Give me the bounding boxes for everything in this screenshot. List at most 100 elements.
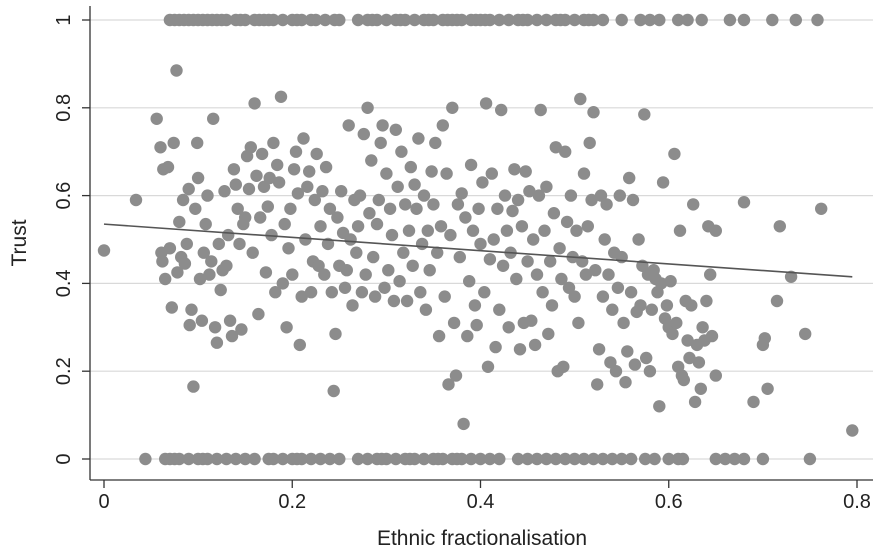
- data-point: [583, 136, 596, 150]
- data-point: [359, 268, 372, 281]
- data-point: [291, 187, 305, 200]
- data-point: [214, 283, 227, 297]
- data-point: [446, 101, 459, 115]
- data-point: [261, 200, 274, 213]
- data-point: [466, 224, 480, 237]
- data-point: [521, 452, 534, 466]
- data-point: [212, 237, 225, 251]
- data-point: [229, 452, 242, 466]
- data-point: [709, 369, 722, 382]
- data-point: [259, 266, 273, 279]
- data-point: [632, 233, 645, 246]
- data-point: [387, 294, 401, 308]
- data-point: [476, 176, 489, 189]
- x-axis-ticks: 0 0.2 0.4 0.6 0.8: [98, 480, 871, 513]
- data-point: [756, 452, 770, 466]
- data-point: [564, 189, 578, 202]
- data-point: [276, 277, 289, 290]
- data-point: [626, 193, 640, 207]
- data-point: [410, 202, 423, 215]
- data-point: [380, 13, 393, 27]
- trend-line-group: [103, 223, 853, 278]
- data-point: [176, 193, 190, 207]
- data-point: [560, 215, 574, 229]
- data-point: [705, 329, 719, 343]
- data-point: [479, 97, 493, 110]
- data-point: [248, 452, 261, 466]
- data-point: [687, 198, 700, 211]
- data-point: [640, 351, 653, 365]
- data-point: [549, 141, 562, 154]
- data-point: [319, 160, 333, 174]
- data-point: [502, 321, 515, 334]
- data-point: [187, 380, 200, 393]
- data-point: [165, 301, 178, 314]
- data-point: [195, 314, 209, 327]
- data-point: [250, 169, 263, 182]
- data-point: [400, 294, 414, 308]
- data-point: [276, 452, 289, 466]
- data-point: [193, 272, 207, 286]
- data-point: [495, 103, 508, 117]
- data-point: [468, 299, 482, 312]
- data-point: [676, 452, 690, 466]
- data-point: [231, 202, 244, 215]
- data-point: [464, 158, 478, 172]
- data-point: [363, 207, 376, 220]
- data-point: [346, 299, 359, 312]
- data-point: [766, 13, 779, 27]
- y-tick-label: 0.8: [53, 94, 75, 122]
- data-point: [286, 268, 299, 281]
- data-point: [139, 452, 152, 466]
- data-point: [170, 64, 183, 77]
- x-axis-title: Ethnic fractionalisation: [377, 527, 587, 550]
- data-point: [351, 13, 365, 27]
- data-point: [254, 211, 267, 224]
- data-point: [463, 275, 476, 288]
- data-point: [493, 13, 506, 27]
- data-point: [331, 211, 344, 224]
- data-point: [562, 281, 576, 294]
- data-point: [263, 171, 276, 185]
- data-point: [619, 376, 632, 389]
- data-point: [389, 452, 402, 466]
- data-point: [365, 154, 378, 167]
- data-point: [173, 215, 186, 229]
- data-point: [391, 180, 404, 193]
- data-point: [344, 233, 357, 246]
- data-point: [513, 343, 527, 356]
- data-point: [606, 452, 619, 466]
- data-point: [156, 255, 169, 268]
- data-point: [312, 259, 325, 272]
- data-point: [557, 360, 570, 373]
- axes: [89, 6, 873, 481]
- data-point: [737, 13, 751, 27]
- data-point: [596, 452, 610, 466]
- data-point: [191, 171, 205, 185]
- data-point: [308, 193, 321, 207]
- data-point: [303, 165, 316, 178]
- data-point: [510, 272, 523, 286]
- data-point: [427, 13, 440, 27]
- y-axis-title: Trust: [8, 219, 31, 266]
- data-point: [568, 290, 581, 303]
- data-point: [257, 180, 271, 193]
- data-point: [370, 13, 384, 27]
- data-point: [596, 13, 610, 27]
- data-point: [461, 329, 474, 343]
- data-point: [670, 316, 683, 330]
- data-point: [789, 13, 802, 27]
- data-point: [511, 193, 525, 207]
- data-point: [519, 165, 532, 178]
- data-point: [532, 189, 546, 202]
- data-point: [342, 119, 355, 132]
- data-point: [323, 202, 337, 215]
- data-point: [451, 198, 465, 211]
- data-point: [295, 452, 308, 466]
- data-point: [150, 112, 163, 126]
- data-point: [478, 286, 491, 299]
- data-point: [267, 452, 280, 466]
- data-point: [534, 103, 547, 117]
- data-point: [606, 303, 619, 316]
- data-point: [415, 237, 429, 251]
